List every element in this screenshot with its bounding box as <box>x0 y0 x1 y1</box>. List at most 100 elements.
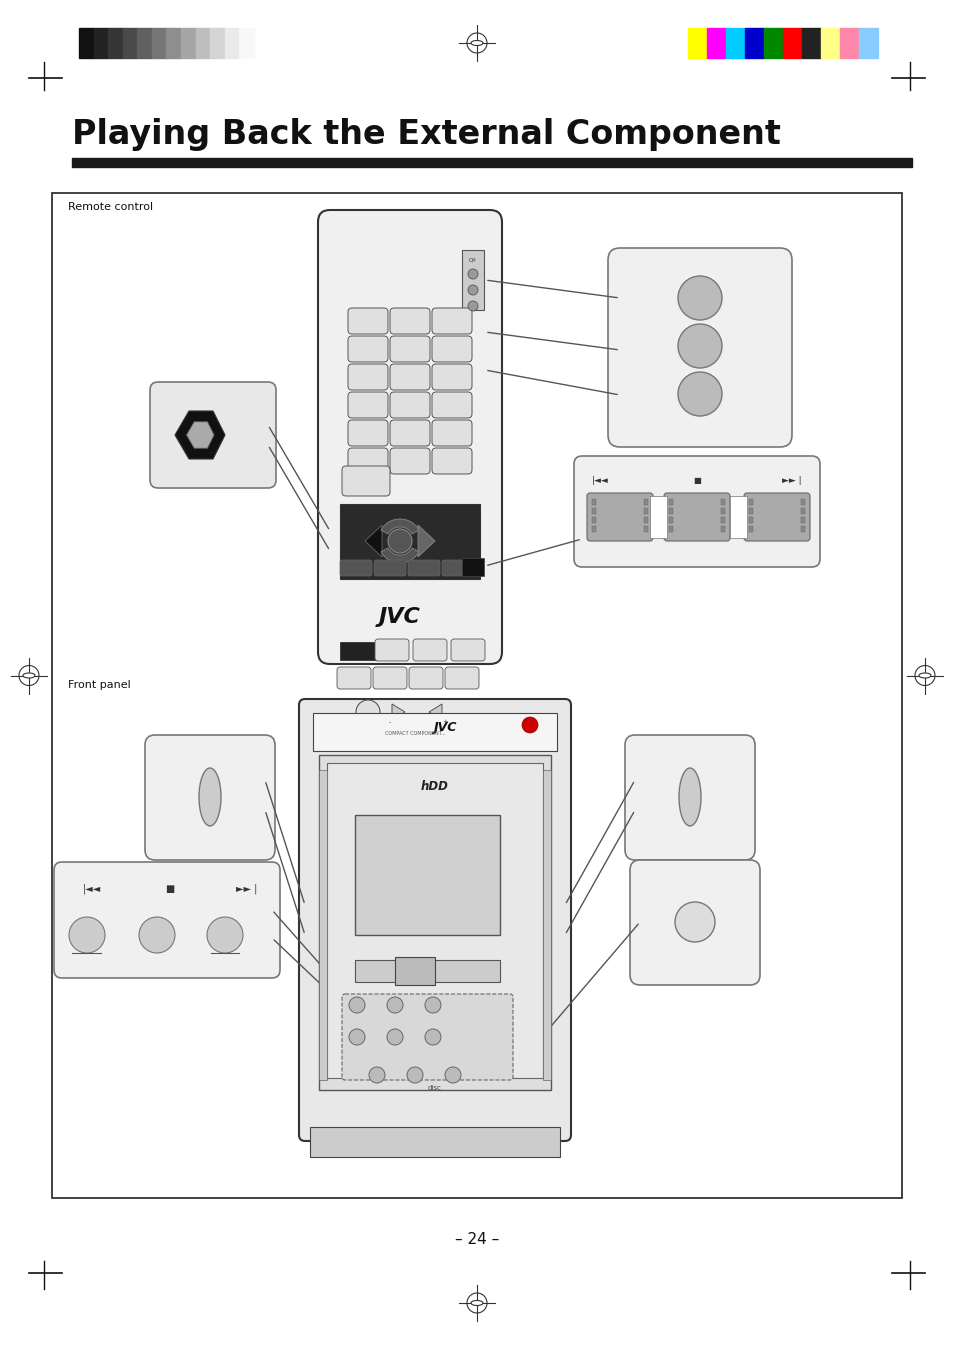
Bar <box>542 770 551 1079</box>
Bar <box>801 526 804 532</box>
FancyBboxPatch shape <box>336 667 371 689</box>
Text: ■: ■ <box>165 884 174 894</box>
Bar <box>395 957 435 985</box>
Bar <box>801 28 821 58</box>
Polygon shape <box>429 704 441 720</box>
Circle shape <box>349 1029 365 1046</box>
FancyBboxPatch shape <box>390 449 430 474</box>
Text: hDD: hDD <box>420 780 449 793</box>
Circle shape <box>678 372 721 416</box>
Circle shape <box>468 269 477 280</box>
FancyBboxPatch shape <box>432 308 472 334</box>
Bar <box>195 28 210 58</box>
Circle shape <box>424 1029 440 1046</box>
FancyBboxPatch shape <box>444 667 478 689</box>
Bar <box>123 28 137 58</box>
Bar <box>327 763 542 1078</box>
FancyBboxPatch shape <box>441 561 474 576</box>
Bar <box>339 642 379 661</box>
FancyBboxPatch shape <box>145 735 274 861</box>
Bar <box>668 508 672 513</box>
Text: disc: disc <box>428 1085 441 1092</box>
Bar <box>137 28 152 58</box>
Text: ■: ■ <box>692 476 700 485</box>
Circle shape <box>349 997 365 1013</box>
Bar <box>461 558 483 576</box>
FancyBboxPatch shape <box>373 667 407 689</box>
Circle shape <box>207 917 243 952</box>
Text: JVC: JVC <box>378 607 420 627</box>
FancyBboxPatch shape <box>586 493 652 540</box>
FancyBboxPatch shape <box>432 363 472 390</box>
Bar <box>355 815 499 935</box>
Bar <box>93 28 108 58</box>
FancyBboxPatch shape <box>390 308 430 334</box>
Ellipse shape <box>199 767 221 825</box>
Bar <box>643 517 647 523</box>
FancyBboxPatch shape <box>341 994 513 1079</box>
FancyBboxPatch shape <box>451 639 484 661</box>
Bar <box>729 496 746 538</box>
FancyBboxPatch shape <box>348 420 388 446</box>
Bar <box>79 28 93 58</box>
Bar <box>748 499 752 505</box>
Circle shape <box>387 1029 402 1046</box>
Circle shape <box>521 717 537 734</box>
Bar <box>744 28 763 58</box>
Bar <box>821 28 840 58</box>
FancyBboxPatch shape <box>341 466 390 496</box>
Ellipse shape <box>471 41 482 46</box>
Bar <box>181 28 195 58</box>
Bar <box>748 508 752 513</box>
Bar <box>108 28 123 58</box>
Polygon shape <box>365 526 381 557</box>
FancyBboxPatch shape <box>54 862 280 978</box>
Circle shape <box>407 1067 422 1084</box>
FancyBboxPatch shape <box>413 639 447 661</box>
FancyBboxPatch shape <box>743 493 809 540</box>
Bar <box>239 28 253 58</box>
FancyBboxPatch shape <box>390 420 430 446</box>
Text: – 24 –: – 24 – <box>455 1232 498 1247</box>
FancyBboxPatch shape <box>607 249 791 447</box>
Circle shape <box>355 700 379 724</box>
Wedge shape <box>380 549 418 563</box>
Wedge shape <box>380 519 418 534</box>
Polygon shape <box>187 422 213 449</box>
Bar <box>801 517 804 523</box>
FancyBboxPatch shape <box>624 735 754 861</box>
Circle shape <box>678 324 721 367</box>
Circle shape <box>468 301 477 311</box>
Bar <box>592 508 596 513</box>
FancyBboxPatch shape <box>348 449 388 474</box>
FancyBboxPatch shape <box>348 363 388 390</box>
FancyBboxPatch shape <box>390 363 430 390</box>
Bar <box>668 517 672 523</box>
Bar <box>592 526 596 532</box>
Bar <box>167 28 181 58</box>
Bar <box>318 770 327 1079</box>
Circle shape <box>139 917 174 952</box>
Bar <box>687 28 706 58</box>
Text: |◄◄: |◄◄ <box>591 476 608 485</box>
Ellipse shape <box>23 673 35 678</box>
Bar <box>725 28 744 58</box>
Bar <box>461 250 483 309</box>
FancyBboxPatch shape <box>390 392 430 417</box>
Circle shape <box>468 285 477 295</box>
Polygon shape <box>417 526 435 557</box>
FancyBboxPatch shape <box>432 420 472 446</box>
FancyBboxPatch shape <box>432 336 472 362</box>
Circle shape <box>424 997 440 1013</box>
Bar <box>801 508 804 513</box>
Bar <box>643 526 647 532</box>
Bar <box>339 504 479 580</box>
Text: Playing Back the External Component: Playing Back the External Component <box>71 118 781 151</box>
FancyBboxPatch shape <box>390 336 430 362</box>
FancyBboxPatch shape <box>339 561 372 576</box>
Bar <box>643 499 647 505</box>
FancyBboxPatch shape <box>574 457 820 567</box>
Bar <box>720 499 724 505</box>
Text: COMPACT COMPONENT...: COMPACT COMPONENT... <box>384 731 445 736</box>
Bar <box>748 517 752 523</box>
